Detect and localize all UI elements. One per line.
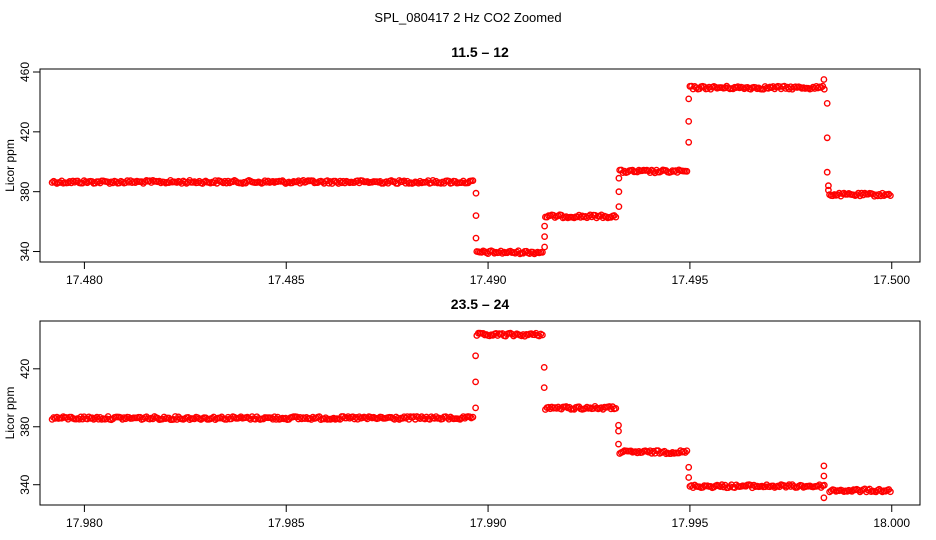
plot-frame	[39, 320, 921, 506]
x-tick-label: 18.000	[873, 516, 910, 530]
data-point	[469, 413, 477, 421]
data-point	[823, 168, 831, 176]
data-point	[540, 384, 548, 391]
data-point	[820, 462, 828, 470]
data-point	[825, 186, 832, 194]
data-point	[820, 76, 828, 83]
panel-title: 11.5 – 12	[451, 44, 509, 60]
y-tick-label: 460	[18, 62, 32, 82]
data-point	[612, 213, 620, 221]
y-tick-label: 420	[18, 358, 32, 378]
data-point	[825, 182, 832, 190]
data-point	[823, 100, 831, 107]
chart-panels: 11.5 – 12 17.480 17.485 17.490 17.495 17.500 3…	[3, 44, 921, 530]
data-point	[681, 449, 689, 456]
data-point	[612, 404, 620, 412]
data-points	[48, 76, 894, 258]
data-point	[615, 421, 622, 429]
x-tick-label: 17.980	[66, 516, 103, 530]
data-point	[472, 234, 480, 242]
data-point	[685, 118, 693, 125]
x-tick-label: 17.495	[672, 273, 709, 287]
x-tick-label: 17.995	[672, 516, 709, 530]
chart-panel: 23.5 – 24 17.980 17.985 17.990 17.995 18.000 3…	[3, 296, 921, 530]
y-axis-title: Licor ppm	[3, 387, 17, 440]
panel-title: 23.5 – 24	[451, 296, 510, 312]
chart-panel: 11.5 – 12 17.480 17.485 17.490 17.495 17.500 3…	[3, 44, 921, 287]
x-tick-label: 17.990	[470, 516, 507, 530]
data-point	[469, 177, 477, 185]
data-point	[885, 190, 893, 198]
x-tick-label: 17.490	[470, 273, 507, 287]
y-tick-label: 340	[18, 241, 32, 261]
data-point	[541, 233, 548, 241]
data-point	[823, 134, 831, 142]
data-point	[610, 212, 618, 219]
data-point	[615, 427, 622, 435]
data-point	[615, 440, 622, 448]
data-point	[615, 203, 623, 211]
figure-title: SPL_080417 2 Hz CO2 Zoomed	[374, 10, 561, 25]
data-point	[539, 248, 546, 256]
data-point	[540, 363, 548, 371]
data-point	[683, 447, 691, 455]
x-tick-label: 17.480	[66, 273, 103, 287]
y-tick-label: 380	[18, 181, 32, 201]
y-axis-title: Licor ppm	[3, 139, 17, 192]
data-point	[472, 189, 480, 197]
data-point	[820, 85, 828, 93]
data-point	[887, 192, 894, 200]
data-point	[683, 167, 691, 175]
data-point	[472, 212, 480, 220]
plot-frame	[39, 68, 921, 263]
data-point	[820, 472, 828, 480]
data-point	[685, 95, 693, 103]
data-point	[820, 481, 828, 489]
data-point	[541, 222, 548, 230]
data-points	[48, 329, 894, 502]
data-point	[685, 463, 693, 471]
data-point	[887, 488, 894, 496]
data-point	[685, 474, 693, 481]
y-tick-label: 380	[18, 416, 32, 436]
data-point	[472, 378, 479, 386]
data-point	[820, 494, 828, 502]
data-point	[539, 331, 546, 339]
y-tick-label: 340	[18, 474, 32, 494]
x-tick-label: 17.500	[873, 273, 910, 287]
y-tick-label: 420	[18, 122, 32, 142]
x-tick-label: 17.985	[268, 516, 305, 530]
data-point	[685, 138, 693, 146]
data-point	[615, 174, 623, 182]
data-point	[472, 404, 479, 412]
x-tick-label: 17.485	[268, 273, 305, 287]
data-point	[472, 352, 479, 360]
data-point	[615, 188, 623, 196]
data-point	[541, 243, 548, 251]
